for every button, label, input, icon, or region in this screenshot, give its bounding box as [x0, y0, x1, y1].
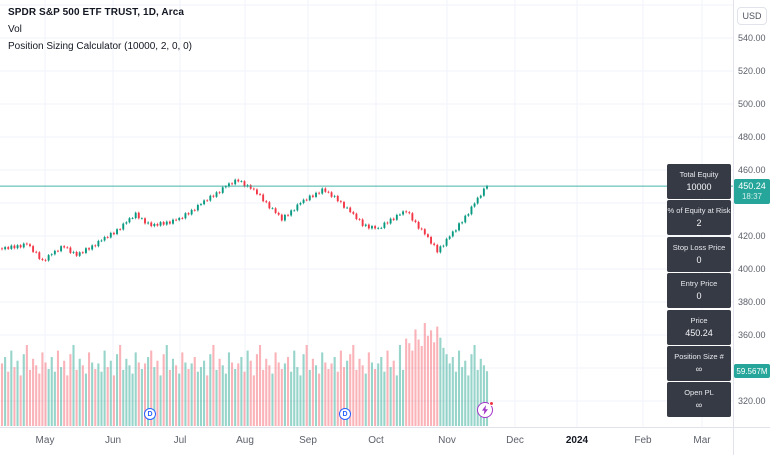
time-axis-separator[interactable] — [0, 427, 770, 428]
calc-row-label: Stop Loss Price — [672, 242, 726, 252]
last-volume-badge: 59.567M — [734, 364, 770, 378]
position-sizing-calculator-panel: Total Equity 10000 % of Equity at Risk 2 Sto… — [667, 164, 731, 419]
calc-row-position-size[interactable]: Position Size # ∞ — [667, 345, 731, 381]
last-price-value: 450.24 — [738, 181, 766, 191]
calc-row-label: Price — [690, 315, 708, 325]
price-axis-label: 520.00 — [738, 66, 766, 76]
calc-row-of-equity-at-risk[interactable]: % of Equity at Risk 2 — [667, 200, 731, 236]
currency-toggle-button[interactable]: USD — [737, 7, 767, 25]
notification-dot — [489, 401, 494, 406]
time-axis-label: Sep — [299, 435, 317, 446]
calc-row-label: Total Equity — [679, 170, 719, 179]
time-axis-label: Jul — [173, 435, 187, 446]
price-axis-label: 460.00 — [738, 165, 766, 175]
calc-row-label: Position Size # — [674, 351, 724, 361]
price-axis[interactable]: 540.00 520.00 500.00 480.00 460.00 420.00 400.… — [734, 0, 770, 427]
price-axis-label: 420.00 — [738, 231, 766, 241]
last-price-badge: 450.24 18:37 — [734, 179, 770, 204]
time-axis-label: Mar — [693, 435, 711, 446]
calc-row-value: 450.24 — [685, 327, 713, 338]
price-axis-separator[interactable] — [733, 0, 734, 455]
lightning-event-icon[interactable] — [477, 401, 494, 418]
calc-row-label: % of Equity at Risk — [667, 206, 731, 216]
indicator-vol-label[interactable]: Vol — [8, 24, 22, 35]
calc-row-stop-loss-price[interactable]: Stop Loss Price 0 — [667, 236, 731, 272]
price-axis-label: 320.00 — [738, 396, 766, 406]
time-axis-label: Dec — [506, 435, 524, 446]
bar-countdown: 18:37 — [741, 192, 763, 201]
indicator-position-sizing-label[interactable]: Position Sizing Calculator (10000, 2, 0,… — [8, 41, 192, 52]
calc-row-value: 0 — [696, 291, 702, 302]
calc-row-value: 0 — [696, 254, 702, 265]
price-axis-label: 360.00 — [738, 330, 766, 340]
calc-row-total-equity[interactable]: Total Equity 10000 — [667, 164, 731, 199]
price-axis-label: 540.00 — [738, 33, 766, 43]
calc-row-label: Open PL — [684, 388, 714, 398]
price-axis-label: 480.00 — [738, 132, 766, 142]
time-axis-label: Oct — [368, 435, 384, 446]
price-axis-label: 500.00 — [738, 99, 766, 109]
calc-row-value: ∞ — [695, 400, 703, 411]
dividend-marker-icon[interactable]: D — [144, 408, 156, 420]
candlestick-volume-plot[interactable] — [0, 0, 733, 427]
dividend-marker-icon[interactable]: D — [339, 408, 351, 420]
time-axis-label: May — [35, 435, 55, 446]
price-axis-label: 380.00 — [738, 297, 766, 307]
symbol-title[interactable]: SPDR S&P 500 ETF TRUST, 1D, Arca — [8, 7, 185, 18]
calc-row-open-pl[interactable]: Open PL ∞ — [667, 382, 731, 418]
calc-row-value: ∞ — [695, 363, 703, 374]
time-axis-label: Nov — [438, 435, 456, 446]
time-axis-label: Aug — [236, 435, 254, 446]
calc-row-entry-price[interactable]: Entry Price 0 — [667, 273, 731, 309]
time-axis[interactable]: May Jun Jul Aug Sep Oct Nov Dec 2024 Feb Mar — [0, 428, 733, 455]
calc-row-price[interactable]: Price 450.24 — [667, 309, 731, 345]
time-axis-label: Jun — [104, 435, 122, 446]
calc-row-value: 2 — [696, 218, 702, 229]
price-axis-label: 400.00 — [738, 264, 766, 274]
chart-legend: SPDR S&P 500 ETF TRUST, 1D, Arca Vol Pos… — [8, 5, 192, 55]
time-axis-label: 2024 — [565, 435, 589, 446]
time-axis-label: Feb — [634, 435, 652, 446]
calc-row-value: 10000 — [686, 182, 712, 192]
calc-row-label: Entry Price — [680, 279, 718, 289]
